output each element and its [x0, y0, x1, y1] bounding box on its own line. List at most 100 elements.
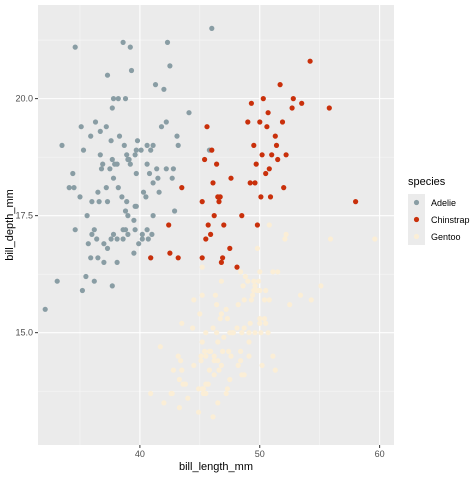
- point-adelie: [170, 166, 176, 172]
- point-gentoo: [214, 330, 220, 336]
- point-gentoo: [372, 236, 378, 242]
- point-gentoo: [203, 390, 209, 397]
- point-adelie: [136, 241, 142, 247]
- point-gentoo: [252, 330, 258, 336]
- point-adelie: [152, 82, 159, 88]
- point-adelie: [72, 227, 78, 233]
- point-gentoo: [197, 311, 203, 317]
- point-chinstrap: [179, 185, 185, 191]
- point-gentoo: [170, 367, 176, 373]
- point-gentoo: [261, 297, 268, 303]
- point-gentoo: [215, 358, 221, 364]
- point-gentoo: [223, 306, 229, 312]
- point-gentoo: [212, 292, 218, 298]
- point-gentoo: [247, 320, 253, 326]
- point-gentoo: [216, 367, 222, 373]
- point-chinstrap: [275, 156, 281, 163]
- point-adelie: [109, 105, 115, 111]
- point-adelie: [110, 96, 117, 102]
- point-adelie: [186, 110, 192, 116]
- grid-minor: [38, 5, 394, 445]
- point-gentoo: [242, 273, 248, 280]
- point-gentoo: [196, 386, 202, 392]
- point-adelie: [144, 142, 150, 148]
- point-chinstrap: [221, 222, 227, 228]
- point-adelie: [97, 152, 103, 158]
- point-gentoo: [179, 367, 185, 373]
- point-gentoo: [169, 390, 175, 397]
- point-gentoo: [240, 283, 246, 289]
- legend-label-gentoo: Gentoo: [431, 232, 461, 242]
- point-gentoo: [199, 264, 205, 270]
- point-adelie: [88, 255, 94, 261]
- point-chinstrap: [204, 124, 210, 130]
- point-gentoo: [176, 376, 182, 383]
- point-adelie: [119, 194, 125, 200]
- point-adelie: [109, 156, 115, 163]
- point-chinstrap: [289, 105, 295, 111]
- point-chinstrap: [167, 250, 173, 256]
- y-tick-label: 17.5: [15, 211, 33, 221]
- point-chinstrap: [272, 133, 278, 139]
- point-gentoo: [266, 222, 272, 228]
- point-adelie: [97, 128, 103, 134]
- point-gentoo: [308, 297, 314, 303]
- point-gentoo: [245, 278, 251, 284]
- point-adelie: [146, 170, 153, 177]
- point-adelie: [127, 161, 133, 167]
- point-chinstrap: [353, 199, 359, 205]
- point-gentoo: [297, 292, 304, 298]
- point-gentoo: [211, 358, 217, 364]
- point-gentoo: [257, 316, 263, 322]
- point-gentoo: [218, 311, 224, 317]
- point-gentoo: [318, 283, 324, 289]
- points-layer: [42, 25, 378, 420]
- point-adelie: [139, 236, 145, 242]
- point-adelie: [114, 161, 120, 167]
- point-adelie: [103, 185, 109, 191]
- point-chinstrap: [277, 82, 283, 88]
- point-chinstrap: [166, 222, 172, 228]
- point-gentoo: [270, 353, 276, 359]
- point-adelie: [70, 170, 76, 177]
- point-adelie: [132, 152, 138, 158]
- point-gentoo: [246, 339, 252, 345]
- point-gentoo: [190, 325, 196, 331]
- point-gentoo: [241, 297, 247, 303]
- point-chinstrap: [283, 152, 289, 158]
- point-gentoo: [248, 297, 254, 303]
- point-adelie: [139, 231, 145, 237]
- point-gentoo: [224, 316, 230, 322]
- point-adelie: [84, 213, 90, 219]
- point-adelie: [121, 142, 127, 148]
- point-chinstrap: [228, 175, 234, 181]
- point-chinstrap: [175, 255, 181, 261]
- point-adelie: [104, 245, 111, 251]
- point-chinstrap: [234, 264, 240, 270]
- point-adelie: [115, 96, 121, 102]
- point-gentoo: [191, 362, 197, 368]
- point-gentoo: [161, 400, 167, 406]
- point-gentoo: [218, 362, 224, 368]
- point-chinstrap: [208, 231, 214, 237]
- point-adelie: [169, 175, 175, 181]
- point-adelie: [133, 170, 139, 177]
- y-axis: 15.0 17.5 20.0: [15, 94, 38, 338]
- point-adelie: [83, 273, 89, 280]
- point-adelie: [154, 166, 160, 172]
- point-gentoo: [226, 348, 232, 354]
- point-adelie: [124, 152, 130, 158]
- point-adelie: [174, 133, 180, 139]
- point-gentoo: [258, 330, 264, 336]
- point-adelie: [108, 236, 114, 242]
- point-gentoo: [235, 302, 241, 308]
- point-gentoo: [265, 330, 271, 336]
- point-adelie: [132, 227, 138, 233]
- point-chinstrap: [253, 161, 259, 167]
- point-adelie: [66, 185, 72, 191]
- point-gentoo: [246, 330, 252, 336]
- point-adelie: [89, 199, 95, 205]
- point-adelie: [88, 133, 94, 139]
- point-adelie: [150, 213, 156, 219]
